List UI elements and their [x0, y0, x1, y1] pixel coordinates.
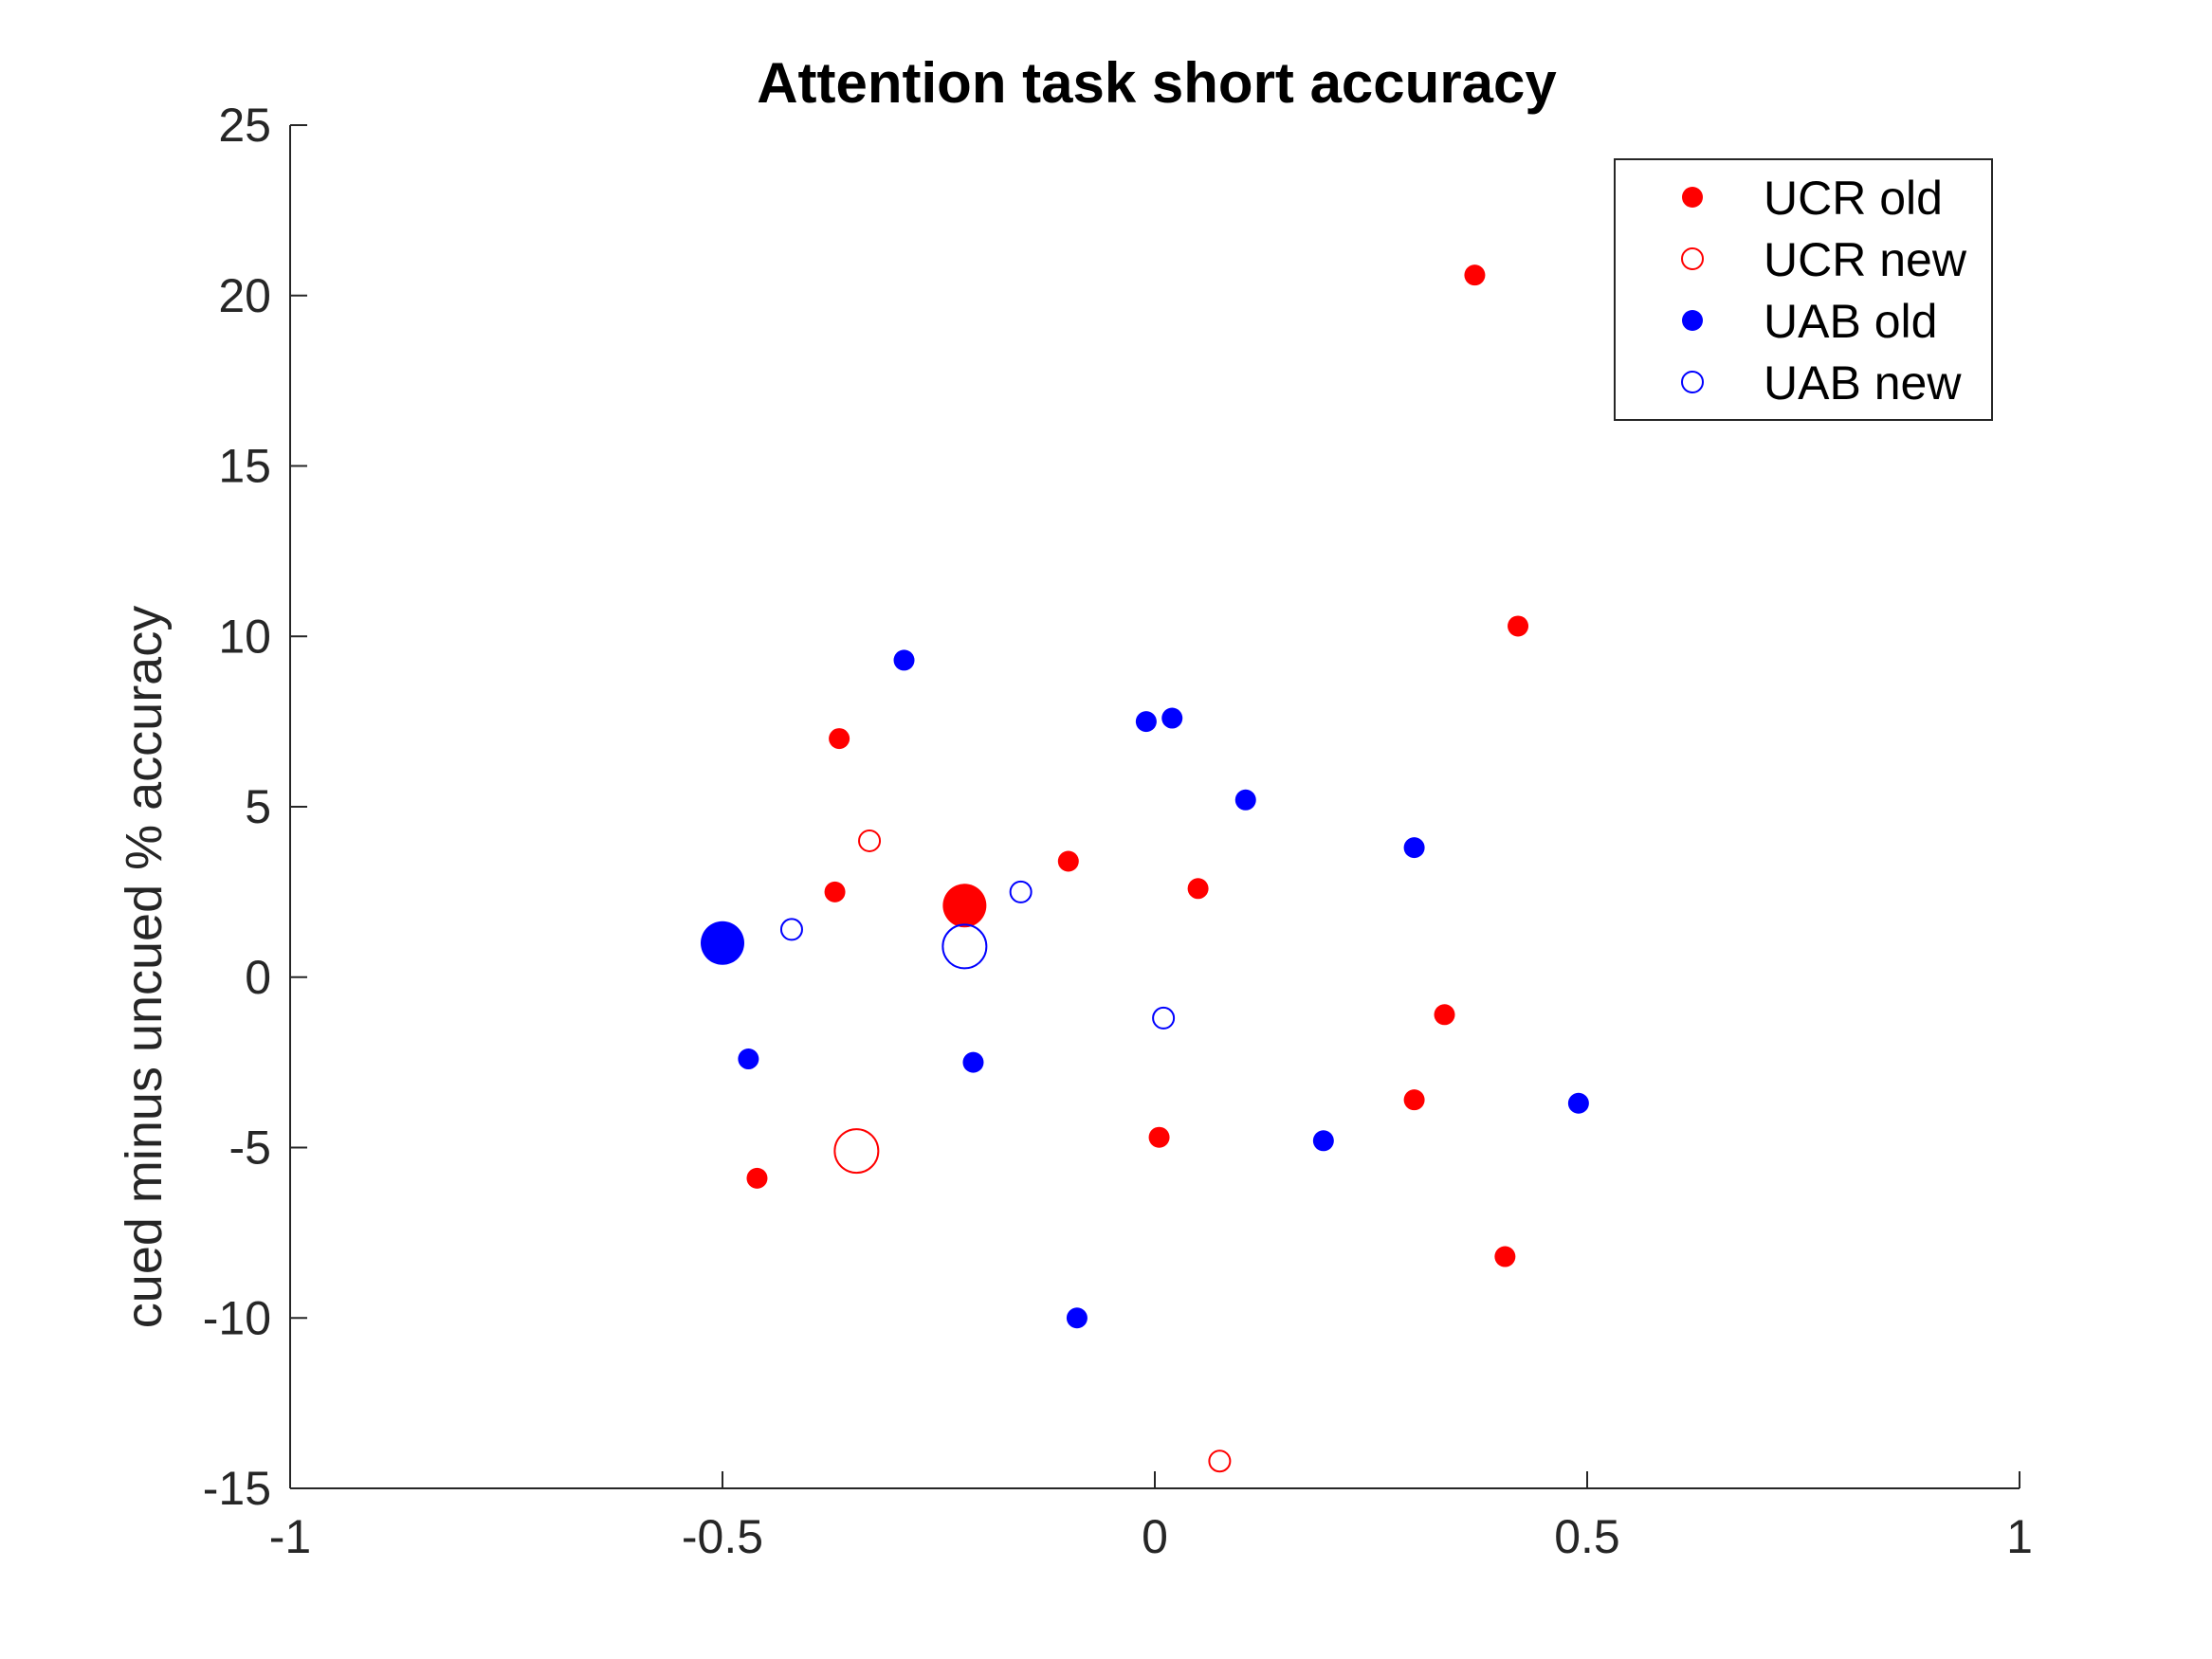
legend-label-uab-new: UAB new: [1764, 356, 1962, 410]
y-axis-label: cued minus uncued % accuracy: [116, 606, 173, 1328]
axes: -1 -0.5 0 0.5 1 -15 -10 -5 0 5 10 15 20 25: [203, 99, 2033, 1563]
point-ucr-old: [746, 1167, 768, 1189]
y-tick-label: 20: [218, 269, 271, 322]
point-uab-new: [1009, 880, 1033, 903]
point-uab-old: [1403, 837, 1425, 859]
y-tick-label: 5: [245, 780, 271, 833]
point-ucr-old: [1187, 878, 1209, 900]
x-tick-label: 0.5: [1554, 1510, 1620, 1563]
point-uab-old: [1161, 707, 1183, 729]
point-uab-old: [701, 921, 744, 965]
point-ucr-new: [858, 829, 882, 852]
y-tick-label: 10: [218, 610, 271, 663]
point-ucr-old: [829, 728, 850, 750]
legend-marker-uab-old: [1682, 310, 1703, 331]
point-ucr-old: [1434, 1004, 1455, 1026]
legend-label-uab-old: UAB old: [1764, 295, 1937, 348]
point-uab-old: [1234, 789, 1256, 811]
point-ucr-old: [942, 884, 987, 928]
point-ucr-old: [1464, 264, 1486, 286]
data-points: [701, 264, 1589, 1473]
point-uab-old: [1066, 1307, 1088, 1329]
point-ucr-old: [824, 881, 846, 902]
x-tick-label: 1: [2006, 1510, 2033, 1563]
x-tick-label: -1: [269, 1510, 311, 1563]
point-uab-old: [1312, 1130, 1334, 1152]
point-uab-new: [779, 918, 803, 941]
chart-title: Attention task short accuracy: [757, 51, 1557, 115]
legend-label-ucr-old: UCR old: [1764, 172, 1943, 225]
y-tick-label: -5: [229, 1121, 271, 1175]
legend-label-ucr-new: UCR new: [1764, 233, 1967, 286]
point-uab-new: [1152, 1006, 1176, 1030]
point-ucr-old: [1403, 1089, 1425, 1111]
y-tick-label: 25: [218, 99, 271, 152]
point-ucr-old: [1057, 850, 1079, 872]
y-tick-label: 0: [245, 951, 271, 1004]
point-uab-old: [962, 1051, 984, 1073]
legend-marker-uab-new: [1681, 371, 1704, 393]
point-uab-new: [941, 923, 988, 970]
y-tick-label: -15: [203, 1462, 271, 1515]
point-ucr-old: [1494, 1246, 1516, 1267]
point-uab-old: [893, 649, 915, 671]
point-ucr-old: [1508, 615, 1529, 637]
point-ucr-old: [1148, 1126, 1170, 1148]
point-ucr-new: [1208, 1449, 1232, 1473]
x-tick-label: 0: [1142, 1510, 1168, 1563]
legend-marker-ucr-new: [1681, 247, 1704, 270]
point-uab-old: [738, 1048, 759, 1070]
y-tick-label: 15: [218, 440, 271, 493]
point-ucr-new: [833, 1128, 880, 1175]
point-uab-old: [1135, 711, 1157, 733]
point-uab-old: [1567, 1092, 1589, 1114]
legend-box: [1614, 158, 1993, 421]
x-tick-label: -0.5: [682, 1510, 763, 1563]
legend: UCR old UCR new UAB old UAB new: [1614, 158, 1993, 421]
y-tick-label: -10: [203, 1291, 271, 1344]
legend-marker-ucr-old: [1682, 187, 1703, 208]
